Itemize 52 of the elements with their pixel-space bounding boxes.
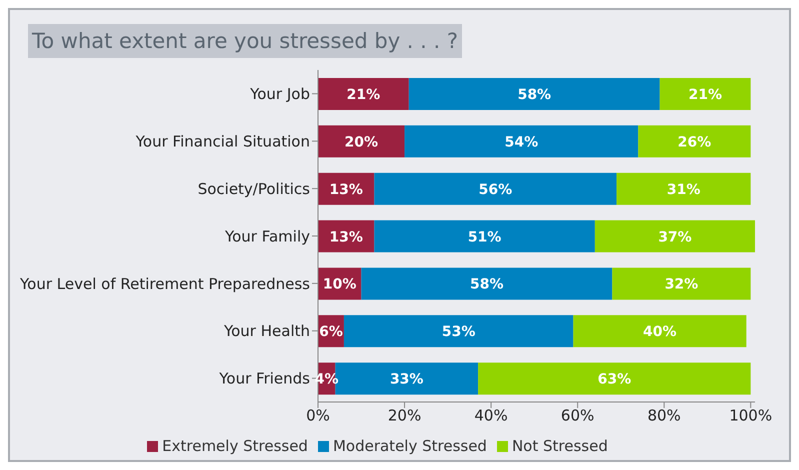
- data-label: 21%: [346, 86, 380, 103]
- chart-title: To what extent are you stressed by . . . ?: [28, 24, 462, 58]
- data-label: 20%: [344, 134, 378, 150]
- bar: [361, 268, 612, 300]
- y-tick-label: Your Health: [222, 322, 310, 340]
- x-tick-label: 20%: [388, 406, 422, 425]
- y-tick-label: Your Level of Retirement Preparedness: [19, 274, 310, 293]
- data-label: 63%: [598, 372, 632, 388]
- bar: [616, 172, 751, 205]
- bar: [573, 315, 746, 348]
- x-tick-label: 100%: [729, 406, 772, 425]
- x-tick-label: 40%: [474, 406, 508, 425]
- bar: [318, 78, 409, 110]
- y-tick-label: Your Job: [249, 85, 310, 104]
- bar: [660, 78, 751, 110]
- bar: [404, 125, 638, 158]
- y-tick-label: Your Financial Situation: [134, 132, 310, 150]
- bar: [374, 172, 617, 205]
- x-tick-label: 80%: [647, 406, 681, 425]
- data-label: 26%: [678, 134, 712, 150]
- legend-label: Moderately Stressed: [332, 437, 487, 455]
- data-label: 31%: [666, 182, 700, 198]
- bar: [638, 125, 751, 158]
- x-tick-label: 0%: [306, 406, 330, 425]
- data-label: 51%: [468, 229, 502, 246]
- legend-label: Not Stressed: [512, 437, 608, 455]
- bar: [408, 78, 660, 110]
- data-label: 33%: [390, 372, 424, 388]
- data-label: 13%: [329, 229, 363, 246]
- data-label: 58%: [518, 86, 552, 103]
- bar: [594, 220, 755, 252]
- data-label: 53%: [442, 324, 476, 340]
- data-label: 6%: [319, 324, 343, 340]
- bar: [344, 315, 574, 348]
- y-tick-label: Society/Politics: [198, 180, 310, 198]
- bar: [374, 220, 595, 252]
- y-tick-label: Your Friends: [218, 370, 310, 388]
- data-label: 10%: [322, 276, 356, 293]
- y-tick-label: Your Family: [224, 227, 310, 246]
- bar: [478, 362, 751, 395]
- bar: [318, 125, 405, 158]
- data-label: 21%: [688, 86, 722, 103]
- data-label: 56%: [478, 182, 512, 198]
- data-label: 58%: [470, 276, 504, 293]
- legend-label: Extremely Stressed: [162, 437, 308, 455]
- data-label: 37%: [658, 229, 692, 246]
- data-label: 40%: [643, 324, 677, 340]
- bar: [612, 268, 751, 300]
- data-label: 54%: [504, 134, 538, 150]
- data-label: 13%: [329, 182, 363, 198]
- data-label: 32%: [664, 276, 698, 293]
- x-tick-label: 60%: [560, 406, 594, 425]
